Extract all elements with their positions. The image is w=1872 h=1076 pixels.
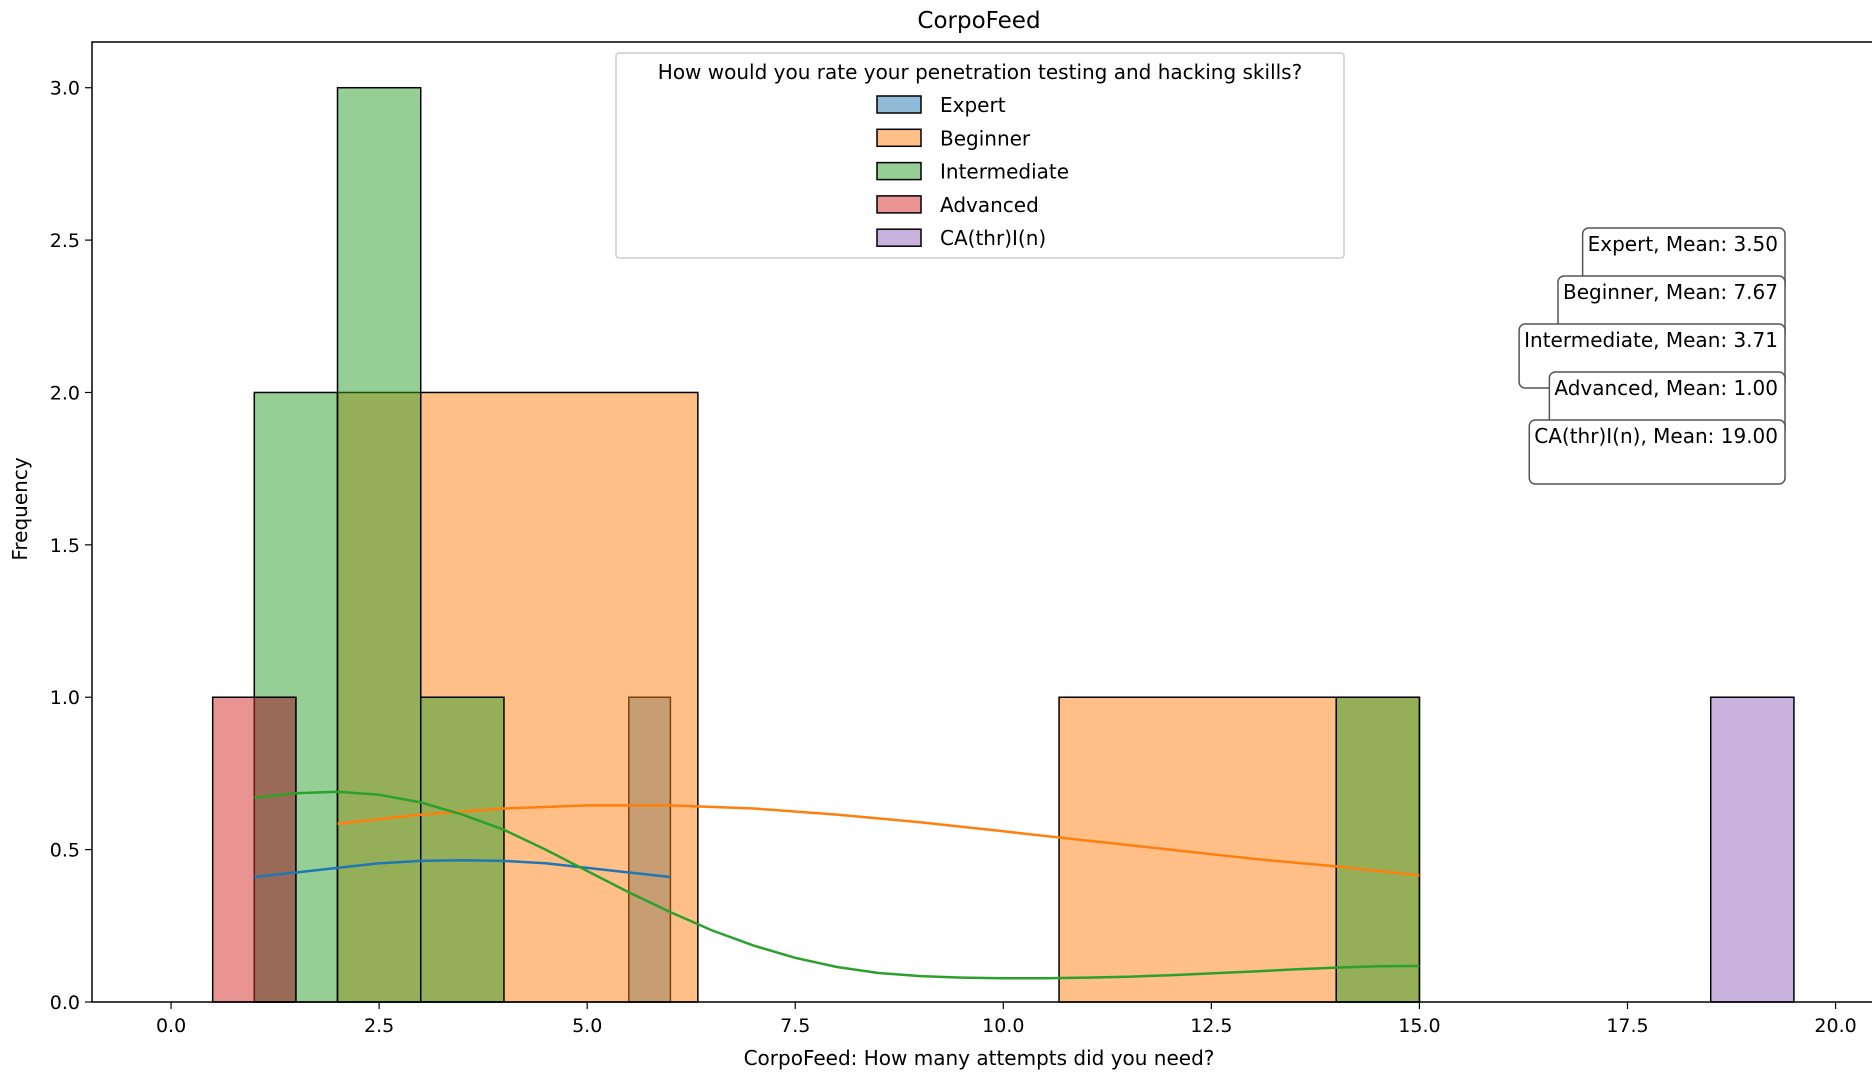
legend-box xyxy=(615,52,1345,259)
mean-label: CA(thr)I(n), Mean: 19.00 xyxy=(1534,424,1778,448)
x-tick-label: 17.5 xyxy=(1606,1015,1648,1037)
legend: How would you rate your penetration test… xyxy=(615,52,1345,259)
kde-line-expert xyxy=(254,859,671,879)
mean-label: Advanced, Mean: 1.00 xyxy=(1554,376,1778,400)
y-tick-label: 2.5 xyxy=(50,230,80,252)
mean-box-frame xyxy=(1528,419,1786,485)
y-axis: 0.0 0.5 1.0 1.5 2.0 2.5 3.0 xyxy=(50,78,92,1014)
y-tick-label: 0.5 xyxy=(50,840,80,862)
x-tick-label: 20.0 xyxy=(1814,1015,1856,1037)
legend-label: Expert xyxy=(940,93,1006,117)
bars-layer xyxy=(211,86,1795,1003)
legend-item-expert: Expert xyxy=(876,93,1006,117)
bar-intermediate-2 xyxy=(419,696,505,1003)
x-axis: 0.0 2.5 5.0 7.5 10.0 12.5 15.0 17.5 20.0 xyxy=(156,1002,1857,1037)
legend-label: Beginner xyxy=(940,126,1031,150)
legend-swatch xyxy=(876,95,922,114)
y-axis-label: Frequency xyxy=(8,457,32,560)
x-tick-label: 2.5 xyxy=(364,1015,394,1037)
legend-title: How would you rate your penetration test… xyxy=(658,60,1302,84)
x-axis-label: CorpoFeed: How many attempts did you nee… xyxy=(744,1046,1215,1070)
kde-line-intermediate xyxy=(254,790,1420,980)
legend-item-intermediate: Intermediate xyxy=(876,160,1069,184)
bar-intermediate-13 xyxy=(1335,696,1421,1003)
mean-label: Expert, Mean: 3.50 xyxy=(1588,232,1778,256)
mean-label: Intermediate, Mean: 3.71 xyxy=(1524,328,1778,352)
bar-intermediate-1 xyxy=(336,86,422,1003)
kde-layer xyxy=(254,790,1420,980)
legend-items: Expert Beginner Intermediate Advanced CA(thr… xyxy=(876,93,1069,250)
legend-label: Intermediate xyxy=(940,160,1069,184)
x-tick-label: 5.0 xyxy=(572,1015,602,1037)
kde-line-beginner xyxy=(337,804,1420,877)
plot-frame xyxy=(91,41,1872,1003)
x-tick-label: 12.5 xyxy=(1190,1015,1232,1037)
mean-label: Beginner, Mean: 7.67 xyxy=(1563,280,1778,304)
x-tick-label: 10.0 xyxy=(982,1015,1024,1037)
bar-ca-thr-i-n-0 xyxy=(1709,696,1795,1003)
legend-label: Advanced xyxy=(940,193,1039,217)
legend-swatch xyxy=(876,161,922,181)
legend-item-ca-thr-i-n: CA(thr)I(n) xyxy=(876,226,1046,250)
legend-swatch xyxy=(876,195,922,214)
legend-item-advanced: Advanced xyxy=(876,193,1039,217)
y-tick-label: 3.0 xyxy=(50,78,80,100)
y-tick-label: 0.0 xyxy=(50,992,80,1014)
mean-box-ca-thr-i-n: CA(thr)I(n), Mean: 19.00 xyxy=(1528,419,1786,485)
bar-advanced-0 xyxy=(211,696,297,1003)
legend-swatch xyxy=(876,228,922,247)
mean-annotations: Expert, Mean: 3.50 Beginner, Mean: 7.67 In… xyxy=(1518,227,1786,485)
y-tick-label: 2.0 xyxy=(50,382,80,404)
legend-label: CA(thr)I(n) xyxy=(940,226,1046,250)
legend-item-beginner: Beginner xyxy=(876,126,1031,150)
y-tick-label: 1.0 xyxy=(50,687,80,709)
chart-title: CorpoFeed xyxy=(917,8,1040,34)
x-tick-label: 15.0 xyxy=(1398,1015,1440,1037)
y-tick-label: 1.5 xyxy=(50,535,80,557)
x-tick-label: 0.0 xyxy=(156,1015,186,1037)
x-tick-label: 7.5 xyxy=(780,1015,810,1037)
legend-swatch xyxy=(876,128,922,148)
